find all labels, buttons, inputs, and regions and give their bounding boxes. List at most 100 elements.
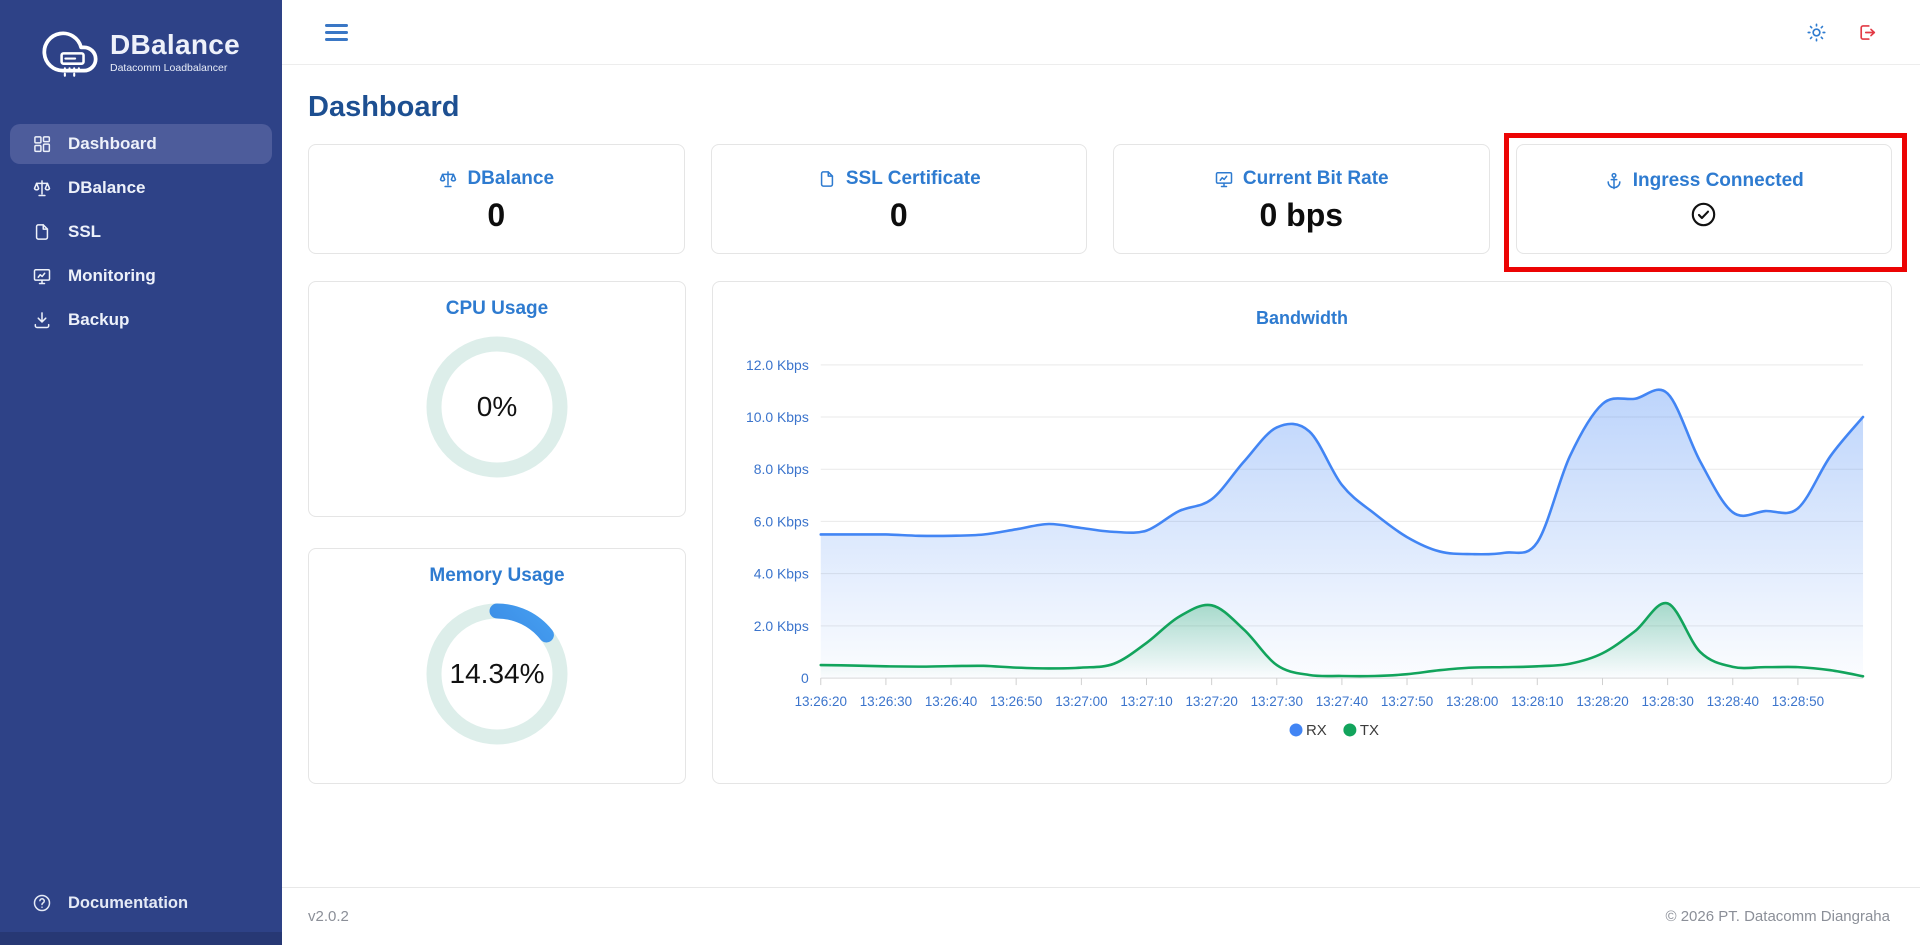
logout-icon: [1857, 22, 1878, 43]
x-axis-tick-label: 13:27:00: [1055, 694, 1107, 709]
monitor-icon: [32, 266, 52, 286]
stat-card-title: SSL Certificate: [845, 167, 981, 189]
gauge-value: 0%: [476, 391, 518, 422]
y-axis-tick-label: 0: [801, 670, 809, 686]
logout-button[interactable]: [1857, 22, 1878, 43]
sidebar-item-label: Documentation: [68, 893, 189, 912]
sidebar-item-dashboard[interactable]: Dashboard: [10, 124, 272, 164]
sidebar-item-label: SSL: [68, 222, 102, 241]
stat-card-value: 0: [889, 196, 908, 233]
gauge-value: 14.34%: [449, 658, 545, 689]
logo-subtitle: Datacomm Loadbalancer: [110, 61, 228, 74]
y-axis-tick-label: 12.0 Kbps: [746, 357, 809, 373]
svg-text:TX: TX: [1360, 722, 1379, 739]
y-axis-tick-label: 6.0 Kbps: [754, 513, 809, 529]
sidebar-item-label: Backup: [68, 310, 130, 329]
x-axis-tick-label: 13:27:10: [1120, 694, 1172, 709]
x-axis-tick-label: 13:26:50: [990, 694, 1042, 709]
y-axis-tick-label: 8.0 Kbps: [754, 461, 809, 477]
x-axis-tick-label: 13:28:20: [1576, 694, 1628, 709]
stat-card-value: 0: [487, 196, 506, 233]
y-axis-tick-label: 2.0 Kbps: [754, 618, 809, 634]
stat-card-ssl-certificate: SSL Certificate 0: [710, 144, 1087, 254]
stat-card-value: 0 bps: [1259, 196, 1344, 233]
stat-card-current-bit-rate: Current Bit Rate 0 bps: [1113, 144, 1490, 254]
chart-title: Bandwidth: [1256, 308, 1348, 328]
stat-cards-row: DBalance 0 SSL Certificate 0 Current Bit…: [308, 133, 1907, 272]
x-axis-tick-label: 13:28:30: [1641, 694, 1693, 709]
x-axis-tick-label: 13:26:20: [795, 694, 847, 709]
sidebar-item-monitoring[interactable]: Monitoring: [10, 256, 272, 296]
certificate-file-icon: [32, 222, 52, 242]
legend-item-rx[interactable]: RX: [1289, 722, 1327, 739]
series-line-tx: [819, 601, 1865, 678]
x-axis-tick-label: 13:27:30: [1251, 694, 1303, 709]
sidebar-item-label: DBalance: [68, 178, 146, 197]
sidebar-item-documentation[interactable]: Documentation: [10, 883, 272, 923]
logo-title: DBalance: [110, 29, 241, 61]
memory-usage-card: Memory Usage 14.: [308, 548, 686, 784]
hamburger-menu-icon[interactable]: [321, 20, 352, 45]
sidebar: DBalance Datacomm Loadbalancer Dashboard…: [0, 0, 282, 945]
series-fill-tx: [820, 603, 1864, 679]
x-axis-tick-label: 13:28:10: [1511, 694, 1563, 709]
copyright: © 2026 PT. Datacomm Diangraha: [1665, 908, 1891, 925]
x-axis-tick-label: 13:27:50: [1381, 694, 1433, 709]
memory-usage-gauge: 14.34%: [422, 599, 572, 749]
sidebar-item-ssl[interactable]: SSL: [10, 212, 272, 252]
cpu-usage-gauge: 0%: [422, 332, 572, 482]
sidebar-item-label: Dashboard: [68, 134, 157, 153]
stat-card-title: DBalance: [467, 167, 555, 189]
x-axis-tick-label: 13:26:30: [860, 694, 912, 709]
x-axis-tick-label: 13:26:40: [925, 694, 977, 709]
topbar: [282, 0, 1920, 65]
sidebar-item-dbalance[interactable]: DBalance: [10, 168, 272, 208]
y-axis-tick-label: 10.0 Kbps: [746, 409, 809, 425]
sidebar-nav: Dashboard DBalance SSL Monitoring Backup: [0, 124, 282, 340]
theme-toggle-button[interactable]: [1806, 22, 1827, 43]
sun-icon: [1806, 22, 1827, 43]
footer: v2.0.2 © 2026 PT. Datacomm Diangraha: [282, 887, 1920, 945]
main-column: Dashboard DBalance 0 SSL Certificate 0: [282, 0, 1920, 945]
stat-card-ingress-connected: Ingress Connected: [1503, 133, 1907, 272]
x-axis-tick-label: 13:28:50: [1772, 694, 1824, 709]
sidebar-bottom-strip: [0, 932, 282, 945]
bandwidth-chart-card: Bandwidth 12.0 Kbps 10.0 Kbps 8.0 Kbps 6.0 …: [712, 281, 1892, 784]
app-logo: DBalance Datacomm Loadbalancer: [0, 0, 282, 80]
dashboard-grid-row: CPU Usage 0% Memory Usage: [308, 281, 1892, 784]
y-axis-tick-label: 4.0 Kbps: [754, 566, 809, 582]
check-circle-icon: [1690, 201, 1717, 228]
x-axis-tick-label: 13:28:40: [1707, 694, 1759, 709]
balance-scale-icon: [438, 169, 458, 189]
download-tray-icon: [32, 310, 52, 330]
app-version: v2.0.2: [308, 908, 349, 925]
monitor-icon: [1214, 169, 1234, 189]
svg-text:RX: RX: [1306, 722, 1327, 739]
topbar-actions: [1806, 22, 1878, 43]
x-axis-tick-label: 13:27:20: [1185, 694, 1237, 709]
bandwidth-chart: 12.0 Kbps 10.0 Kbps 8.0 Kbps 6.0 Kbps 4.0 Kb…: [746, 357, 1865, 739]
series-line-rx: [819, 388, 1865, 556]
gauges-column: CPU Usage 0% Memory Usage: [308, 281, 686, 784]
certificate-file-icon: [817, 169, 837, 189]
x-axis-tick-label: 13:27:40: [1316, 694, 1368, 709]
cloud-loadbalancer-logo-icon: [42, 24, 98, 80]
anchor-icon: [1604, 171, 1624, 191]
gauge-title: Memory Usage: [429, 565, 565, 586]
page-title: Dashboard: [308, 91, 460, 123]
dashboard-grid-icon: [32, 134, 52, 154]
gauge-title: CPU Usage: [445, 298, 549, 319]
stat-card-title: Current Bit Rate: [1242, 167, 1389, 189]
balance-scale-icon: [32, 178, 52, 198]
series-fill-rx: [820, 389, 1864, 679]
page-content: Dashboard DBalance 0 SSL Certificate 0: [282, 65, 1920, 887]
stat-card-title: Ingress Connected: [1632, 170, 1804, 191]
help-circle-icon: [32, 893, 52, 913]
sidebar-item-label: Monitoring: [68, 266, 156, 285]
stat-card-dbalance: DBalance 0: [308, 144, 685, 254]
x-axis-tick-label: 13:28:00: [1446, 694, 1498, 709]
sidebar-item-backup[interactable]: Backup: [10, 300, 272, 340]
cpu-usage-card: CPU Usage 0%: [308, 281, 686, 517]
legend-item-tx[interactable]: TX: [1343, 722, 1379, 739]
